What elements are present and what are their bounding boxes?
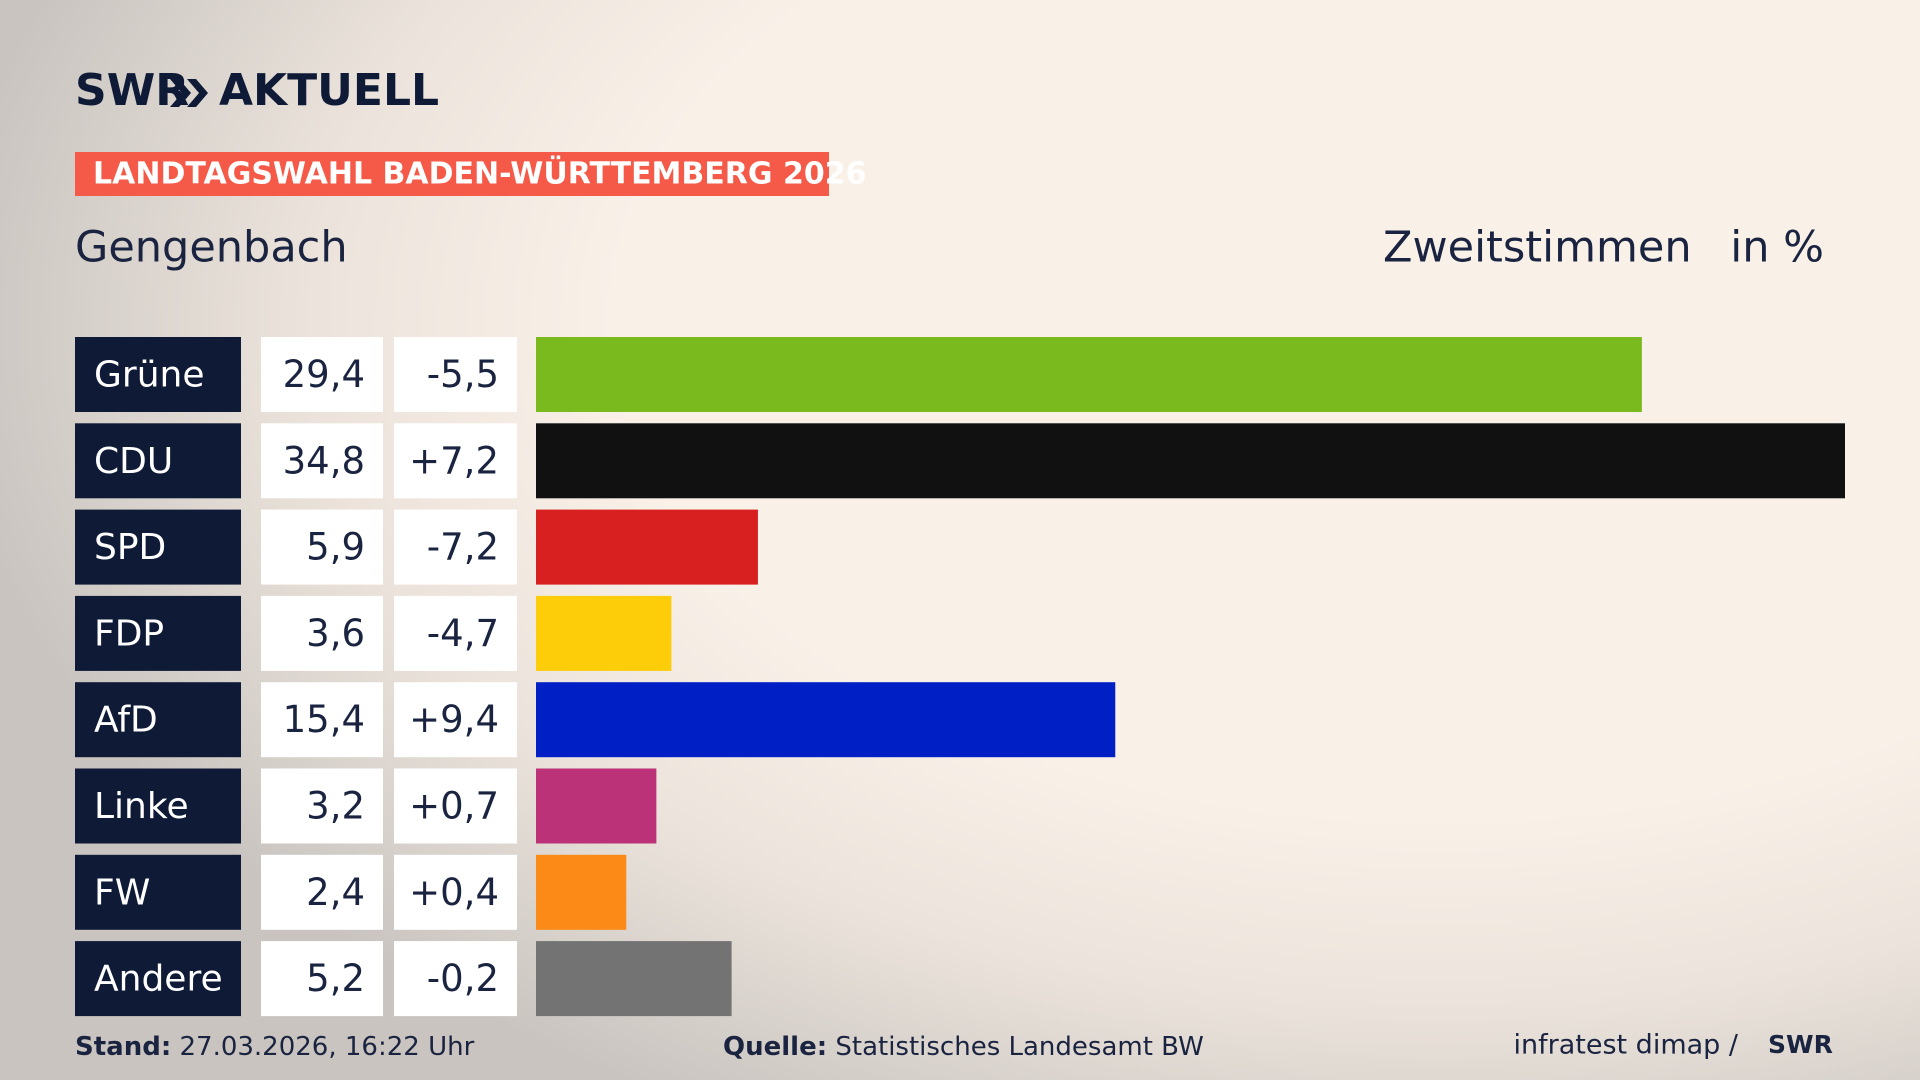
party-box [75, 509, 241, 585]
brand-chevrons [170, 79, 208, 107]
change-box [394, 682, 517, 758]
bar [536, 854, 627, 930]
party-box [75, 682, 241, 758]
unit: in % [1730, 223, 1824, 273]
value-box [261, 941, 383, 1017]
party-label: Grüne [94, 355, 204, 396]
value-box [261, 595, 383, 671]
change-label: +0,4 [409, 871, 499, 914]
party-label: CDU [94, 441, 173, 482]
change-box [394, 595, 517, 671]
change-label: +0,7 [409, 785, 499, 828]
party-box [75, 941, 241, 1017]
party-label: SPD [94, 527, 166, 568]
brand: SWR [75, 65, 189, 116]
party-label: Linke [94, 786, 189, 827]
change-box [394, 337, 517, 412]
source-label: Quelle: [723, 1032, 827, 1062]
bar [536, 595, 672, 671]
value-box [261, 337, 383, 412]
change-label: -7,2 [427, 526, 499, 569]
party-label: FW [94, 872, 150, 913]
party-box [75, 854, 241, 930]
date: 27.03.2026, 16:22 Uhr [179, 1032, 474, 1062]
party-label: AfD [94, 700, 158, 741]
bar [536, 423, 1845, 499]
value-label: 15,4 [283, 698, 365, 741]
footer-source: Quelle: Statistisches Landesamt BW [723, 1032, 1204, 1062]
party-label: FDP [94, 613, 164, 654]
change-label: +9,4 [409, 698, 499, 741]
bar [536, 337, 1642, 412]
party-box [75, 423, 241, 499]
value-label: 3,2 [306, 785, 365, 828]
change-label: +7,2 [409, 439, 499, 482]
change-box [394, 854, 517, 930]
bar [536, 509, 758, 585]
chart-title: LANDTAGSWAHL BADEN-WÜRTTEMBERG 2026 [93, 155, 866, 192]
subtitle: Gengenbach [75, 223, 348, 273]
party-box [75, 768, 241, 844]
value-label: 34,8 [283, 439, 365, 482]
value-box [261, 682, 383, 758]
credit: infratest dimap / [1513, 1030, 1738, 1061]
value-label: 5,9 [306, 526, 365, 569]
date-label: Stand: [75, 1032, 171, 1062]
program: AKTUELL [219, 65, 439, 116]
change-box [394, 768, 517, 844]
value-label: Zweitstimmen [1383, 223, 1692, 273]
value-box [261, 854, 383, 930]
footer-date: Stand: 27.03.2026, 16:22 Uhr [75, 1032, 475, 1062]
value-label: 2,4 [306, 871, 365, 914]
value-box [261, 509, 383, 585]
value-label: 5,2 [306, 957, 365, 1000]
change-box [394, 423, 517, 499]
change-box [394, 941, 517, 1017]
title-band [75, 152, 829, 196]
value-label: 29,4 [283, 353, 365, 396]
credit-brand: SWR [1768, 1030, 1833, 1059]
value-box [261, 423, 383, 499]
party-box [75, 337, 241, 412]
bar [536, 682, 1116, 758]
change-box [394, 509, 517, 585]
value-box [261, 768, 383, 844]
change-label: -4,7 [427, 612, 499, 655]
bar [536, 768, 657, 844]
bar [536, 941, 732, 1017]
source: Statistisches Landesamt BW [835, 1032, 1203, 1062]
change-label: -0,2 [427, 957, 499, 1000]
party-box [75, 595, 241, 671]
change-label: -5,5 [427, 353, 499, 396]
party-label: Andere [94, 959, 223, 1000]
value-label: 3,6 [306, 612, 365, 655]
